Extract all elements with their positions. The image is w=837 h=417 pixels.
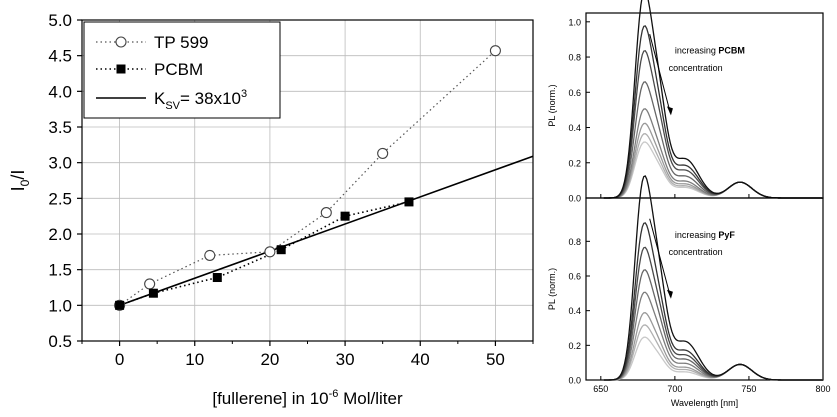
x-axis-label: Wavelength [nm]: [671, 398, 738, 408]
x-tick-label: 650: [593, 384, 608, 394]
y-tick-label: 0.5: [48, 332, 72, 351]
x-tick-label: 0: [115, 350, 124, 369]
legend-pcbm-marker: [116, 64, 126, 74]
y-tick-label: 1.5: [48, 261, 72, 280]
x-tick-label: 800: [815, 384, 830, 394]
legend-fit-label-value: = 38x10: [180, 89, 241, 108]
legend-fit-label-exponent: 3: [241, 88, 247, 100]
pcbm-point: [404, 197, 414, 207]
y-axis-label: PL (norm.): [547, 268, 557, 310]
pl-spectra-pcbm-chart: 0.0 0.2 0.4 0.6 0.8 1.0 PL (norm.) increasing P…: [547, 0, 824, 204]
y-tick-label: 0.6: [568, 88, 581, 98]
y-tick-label: 1.0: [568, 17, 581, 27]
y-axis-label-main: I: [8, 186, 28, 191]
y-axis-label: PL (norm.): [547, 84, 557, 126]
pcbm-point: [148, 288, 158, 298]
y-tick-label: 1.0: [48, 296, 72, 315]
x-tick-label: 20: [260, 350, 279, 369]
y-tick-label: 2.5: [48, 189, 72, 208]
y-tick-label: 0.0: [568, 194, 581, 204]
pcbm-point: [212, 273, 222, 283]
pcbm-point: [340, 211, 350, 221]
x-axis-label-unit: Mol/liter: [338, 389, 403, 408]
legend: TP 599 PCBM KSV= 38x103: [83, 21, 281, 119]
arrow-shaft: [649, 34, 671, 114]
y-tick-label: 0.6: [568, 272, 581, 282]
plot-frame: [585, 12, 824, 199]
legend-fit-label-subscript: SV: [165, 100, 180, 112]
y-tick-label: 0.4: [568, 123, 581, 133]
arrow-shaft: [649, 218, 671, 297]
annotation-bold: PCBM: [718, 46, 745, 56]
y-tick-label: 3.0: [48, 154, 72, 173]
legend-tp599-marker: [115, 36, 127, 48]
y-tick-label: 0.2: [568, 341, 581, 351]
y-tick-label: 4.5: [48, 47, 72, 66]
annotation-line2: concentration: [669, 247, 723, 257]
arrow-head: [666, 106, 673, 116]
legend-fit-label-k: K: [154, 89, 166, 108]
tp599-point: [264, 246, 276, 258]
x-tick-label: 700: [667, 384, 682, 394]
legend-tp599-label: TP 599: [154, 33, 209, 52]
tp599-point: [144, 278, 156, 290]
fit-line: [119, 155, 534, 307]
y-tick-label: 3.5: [48, 118, 72, 137]
annotation-line1: increasing PyF: [675, 230, 736, 240]
y-tick-label: 0.4: [568, 306, 581, 316]
pl-spectra-pyf-chart: 0.0 0.2 0.4 0.6 0.8 650 700 750 800 PL (norm.) Wav…: [547, 175, 831, 408]
y-axis-label: I0/I: [8, 170, 32, 192]
y-tick-label: 0.2: [568, 158, 581, 168]
y-tick-label: 4.0: [48, 82, 72, 101]
annotation-prefix: increasing: [675, 46, 719, 56]
x-axis-label-exponent: -6: [329, 388, 339, 400]
y-axis-label-suffix: /I: [8, 170, 28, 180]
spectrum-curve: [603, 175, 823, 381]
tp599-point: [377, 147, 389, 159]
annotation-prefix: increasing: [675, 230, 719, 240]
x-axis-label-main: [fullerene] in 10: [212, 389, 328, 408]
legend-fit-label: KSV= 38x103: [154, 88, 247, 112]
y-tick-label: 2.0: [48, 225, 72, 244]
tp599-point: [320, 207, 332, 219]
y-axis-label-subscript: 0: [18, 179, 32, 186]
pcbm-point: [276, 245, 286, 255]
tp599-point: [204, 249, 216, 261]
annotation-line1: increasing PCBM: [675, 46, 745, 56]
plot-frame: [585, 197, 824, 381]
arrow-head: [666, 289, 673, 299]
tp599-point: [489, 45, 501, 57]
stern-volmer-chart: 0 10 20 30 40 500.51.01.52.02.53.03.54.04.55.…: [8, 11, 534, 408]
y-tick-label: 0.8: [568, 53, 581, 63]
x-tick-label: 750: [741, 384, 756, 394]
y-tick-label: 0.8: [568, 237, 581, 247]
annotation-line2: concentration: [669, 63, 723, 73]
x-tick-label: 50: [486, 350, 505, 369]
annotation-bold: PyF: [718, 230, 735, 240]
spectrum-curve: [603, 312, 823, 381]
x-tick-label: 30: [336, 350, 355, 369]
x-axis-label: [fullerene] in 10-6 Mol/liter: [212, 388, 403, 408]
x-tick-label: 10: [185, 350, 204, 369]
x-tick-label: 40: [411, 350, 430, 369]
y-tick-label: 0.0: [568, 376, 581, 386]
legend-pcbm-label: PCBM: [154, 60, 203, 79]
pcbm-point: [115, 300, 125, 310]
y-tick-label: 5.0: [48, 11, 72, 30]
